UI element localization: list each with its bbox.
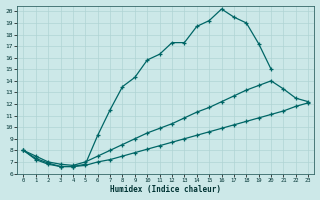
- X-axis label: Humidex (Indice chaleur): Humidex (Indice chaleur): [110, 185, 221, 194]
